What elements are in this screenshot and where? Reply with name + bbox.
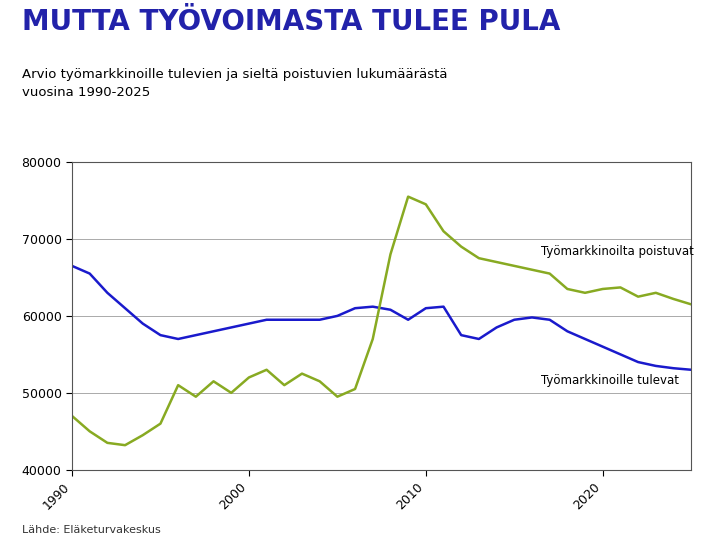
Text: Työmarkkinoilta poistuvat: Työmarkkinoilta poistuvat [541, 245, 693, 258]
Text: Arvio työmarkkinoille tulevien ja sieltä poistuvien lukumäärästä
vuosina 1990-20: Arvio työmarkkinoille tulevien ja sieltä… [22, 68, 447, 99]
Text: Lähde: Eläketurvakeskus: Lähde: Eläketurvakeskus [22, 524, 161, 535]
Text: MUTTA TYÖVOIMASTA TULEE PULA: MUTTA TYÖVOIMASTA TULEE PULA [22, 8, 560, 36]
Text: Työmarkkinoille tulevat: Työmarkkinoille tulevat [541, 374, 679, 387]
